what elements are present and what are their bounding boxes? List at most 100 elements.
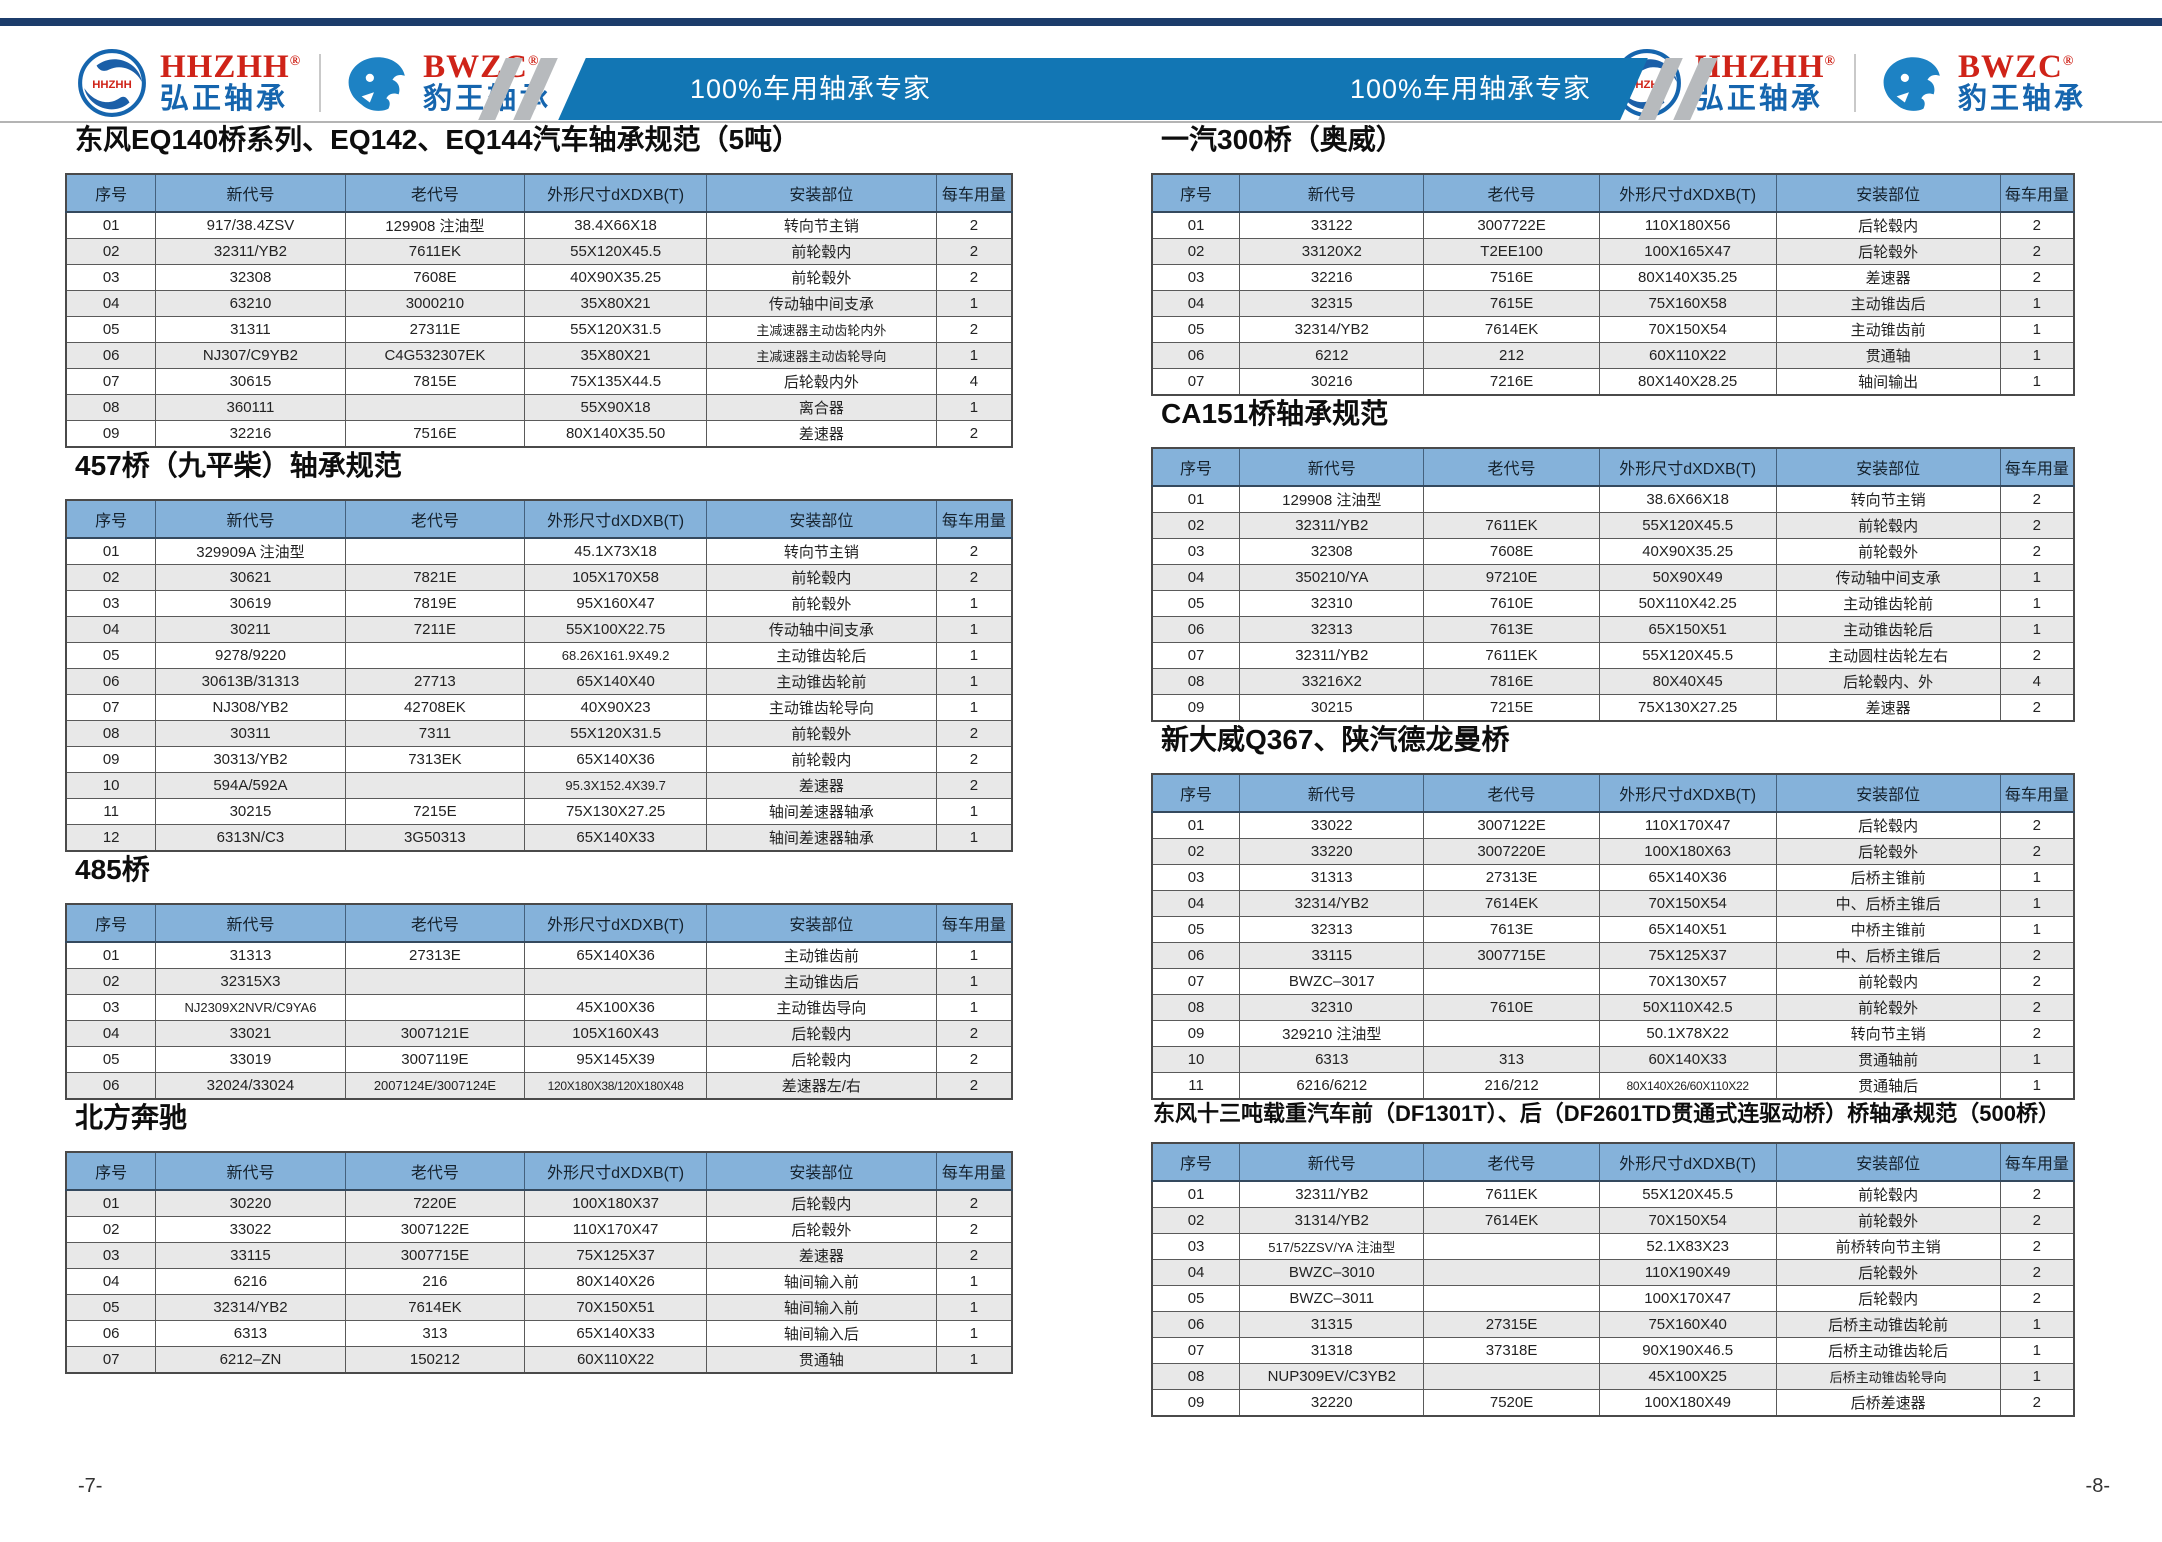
table-row: 01 33022 3007122E 110X170X47 后轮毂内 2 <box>1151 811 2075 839</box>
cell: 主动锥齿后 <box>1775 290 2001 317</box>
cell: 7611EK <box>1423 512 1600 539</box>
table-title: 新大威Q367、陕汽德龙曼桥 <box>1161 724 1510 755</box>
cell: 32024/33024 <box>155 1072 346 1100</box>
cell: 差速器 <box>1775 694 2001 722</box>
cell: 7216E <box>1423 368 1600 396</box>
cell: 7614EK <box>1423 316 1600 343</box>
cell: 100X165X47 <box>1598 238 1777 265</box>
cell: 贯通轴 <box>1775 342 2001 369</box>
cell: 差速器 <box>705 1242 937 1269</box>
cell: 129908 注油型 <box>1239 485 1425 513</box>
table-row: 02 31314/YB2 7614EK 70X150X54 前轮毂外 2 <box>1151 1206 2075 1234</box>
cell <box>1423 1284 1600 1312</box>
cell: 04 <box>65 616 157 643</box>
header-row: 序号 新代号 老代号 外形尺寸dXDXB(T) 安装部位 每车用量 <box>1151 1142 2075 1182</box>
cell: 2 <box>935 772 1013 799</box>
cell: 2 <box>935 746 1013 773</box>
column-header: 序号 <box>1151 1142 1241 1182</box>
cell: 35X80X21 <box>524 290 707 317</box>
cell: 02 <box>1151 238 1241 265</box>
cell: 2 <box>935 1189 1013 1217</box>
cell: 中、后桥主锥后 <box>1775 942 2001 969</box>
cell: 45X100X36 <box>524 994 707 1021</box>
cell: 1 <box>1999 916 2075 943</box>
cell: 7821E <box>344 564 526 591</box>
cell: 917/38.4ZSV <box>155 211 346 239</box>
cell: 前轮毂内 <box>1775 512 2001 539</box>
column-header: 外形尺寸dXDXB(T) <box>1598 447 1777 487</box>
cell: 后轮毂内外 <box>705 368 937 395</box>
cell: 30211 <box>155 616 346 643</box>
cell: 06 <box>1151 342 1241 369</box>
column-header: 安装部位 <box>1775 1142 2001 1182</box>
cell: 06 <box>65 1072 157 1100</box>
column-header: 每车用量 <box>1999 773 2075 813</box>
table-row: 08 360111 55X90X18 离合器 1 <box>65 394 1013 421</box>
logo-divider <box>1853 54 1856 112</box>
cell: 2 <box>1999 1388 2075 1416</box>
table-row: 11 6216/6212 216/212 80X140X26/60X110X22 贯通轴… <box>1151 1072 2075 1100</box>
cell: 轴间输入前 <box>705 1294 937 1321</box>
cell: 主动锥齿轮前 <box>1775 590 2001 617</box>
bearing-spec-table: 序号 新代号 老代号 外形尺寸dXDXB(T) 安装部位 每车用量 01 30220 7220E… <box>65 1151 1013 1374</box>
cell: 转向节主销 <box>705 211 937 239</box>
cell: 贯通轴后 <box>1775 1072 2001 1100</box>
table-title: 东风十三吨载重汽车前（DF1301T）、后（DF2601TD贯通式连驱动桥）桥轴… <box>1153 1101 2061 1126</box>
table-row: 02 33120X2 T2EE100 100X165X47 后轮毂外 2 <box>1151 238 2075 265</box>
cell: 6216/6212 <box>1239 1072 1425 1100</box>
svg-text:HHZHH: HHZHH <box>92 79 132 91</box>
cell: 08 <box>1151 1362 1241 1390</box>
cell: 1 <box>1999 1362 2075 1390</box>
column-header: 序号 <box>65 173 157 213</box>
bearing-spec-table: 序号 新代号 老代号 外形尺寸dXDXB(T) 安装部位 每车用量 01 917/38.4ZS… <box>65 173 1013 448</box>
cell: 2 <box>1999 1284 2075 1312</box>
cell: 前轮毂内 <box>705 238 937 265</box>
table-row: 05 32314/YB2 7614EK 70X150X51 轴间输入前 1 <box>65 1294 1013 1321</box>
column-header: 安装部位 <box>1775 173 2001 213</box>
bwzc-brand-cn: 豹王轴承 <box>1957 83 2086 116</box>
table-row: 05 32313 7613E 65X140X51 中桥主锥前 1 <box>1151 916 2075 943</box>
column-header: 序号 <box>65 1151 157 1191</box>
cell: 75X130X27.25 <box>1598 694 1777 722</box>
cell: 3G50313 <box>344 824 526 852</box>
cell: 7520E <box>1423 1388 1600 1416</box>
column-header: 每车用量 <box>1999 1142 2075 1182</box>
bwzc-brand: BWZC® 豹王轴承 <box>1958 51 2086 114</box>
table-row: 06 33115 3007715E 75X125X37 中、后桥主锥后 2 <box>1151 942 2075 969</box>
cell <box>1423 1020 1600 1047</box>
cell <box>344 642 526 669</box>
cell: 02 <box>1151 1206 1241 1234</box>
table-row: 06 NJ307/C9YB2 C4G532307EK 35X80X21 主减速器主动齿轮… <box>65 342 1013 369</box>
logo-divider <box>319 54 322 112</box>
cell: 06 <box>65 1320 157 1347</box>
cell: 216 <box>344 1268 526 1295</box>
column-header: 安装部位 <box>705 903 937 943</box>
cell: 05 <box>65 1046 157 1073</box>
column-header: 序号 <box>65 903 157 943</box>
cell: 33115 <box>155 1242 346 1269</box>
table-row: 05 32310 7610E 50X110X42.25 主动锥齿轮前 1 <box>1151 590 2075 617</box>
cell: 1 <box>935 668 1013 695</box>
cell: 09 <box>1151 694 1241 722</box>
column-header: 每车用量 <box>935 903 1013 943</box>
cell: 30621 <box>155 564 346 591</box>
cell: 33120X2 <box>1239 238 1425 265</box>
cell: 110X190X49 <box>1598 1258 1777 1286</box>
cell: 32308 <box>1239 538 1425 565</box>
cell: 100X180X49 <box>1598 1388 1777 1416</box>
cell: BWZC–3011 <box>1239 1284 1425 1312</box>
table-row: 01 917/38.4ZSV 129908 注油型 38.4X66X18 转向节主销 2 <box>65 211 1013 239</box>
cell <box>1423 968 1600 995</box>
cell: 32310 <box>1239 590 1425 617</box>
cell: 前轮毂外 <box>1775 1206 2001 1234</box>
cell: 07 <box>1151 1336 1241 1364</box>
cell: 30216 <box>1239 368 1425 396</box>
table-row: 10 6313 313 60X140X33 贯通轴前 1 <box>1151 1046 2075 1073</box>
cell: 31313 <box>1239 864 1425 891</box>
banner-slogan: 100%车用轴承专家 <box>1350 74 1592 104</box>
cell: 08 <box>65 720 157 747</box>
column-header: 老代号 <box>344 1151 526 1191</box>
cell: 主动锥齿导向 <box>705 994 937 1021</box>
column-header: 每车用量 <box>1999 173 2075 213</box>
cell: 110X170X47 <box>1598 811 1777 839</box>
